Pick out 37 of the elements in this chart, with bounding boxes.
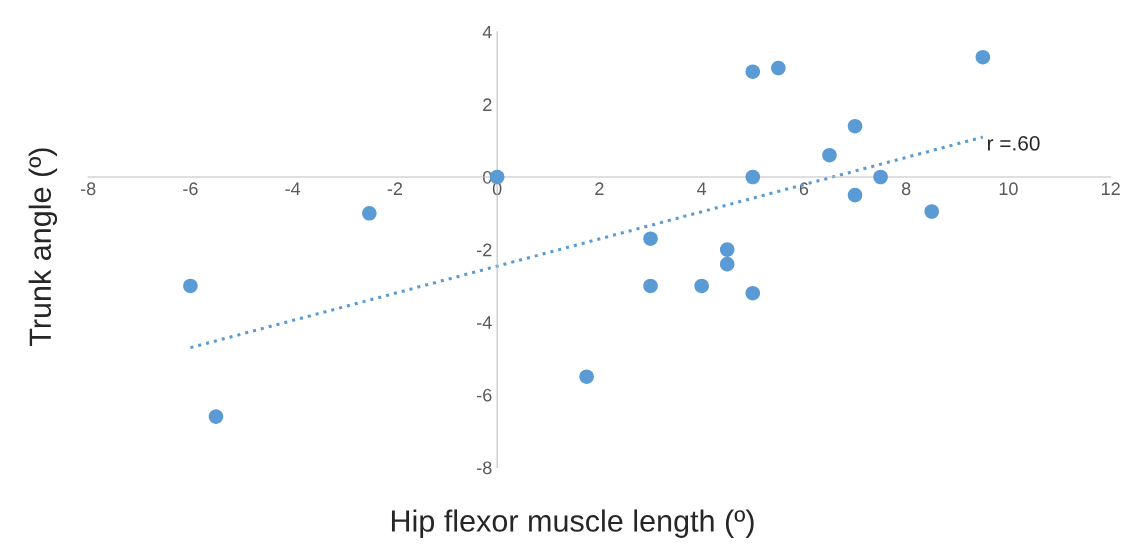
y-tick-label: 2 [483,98,492,111]
point [183,278,198,294]
x-tick-label: 2 [595,182,604,195]
x-tick-label: -6 [183,182,198,196]
point [719,242,735,257]
x-axis-title: Hip flexor muscle length (º) [391,509,754,538]
point [847,118,863,134]
y-tick-label: 4 [482,25,492,39]
point [822,147,837,163]
point [208,409,224,424]
point [847,187,863,203]
y-tick-label: -8 [477,461,492,475]
point [745,64,761,79]
point [745,169,761,185]
annotation: r =.60 [987,135,1040,151]
point [771,60,786,76]
x-tick-label: -4 [285,182,301,195]
y-tick-label: -4 [477,316,492,329]
point [694,278,709,294]
y-axis-title: Trunk angle (º) [28,148,58,347]
point [745,285,761,301]
point [719,256,735,272]
point [643,231,658,247]
x-tick-label: 12 [1101,182,1120,195]
point [579,369,594,384]
point [362,206,377,221]
x-tick-label: 8 [901,182,911,196]
x-tick-label: -2 [387,182,403,195]
y-tick-label: -6 [477,388,492,402]
x-tick-label: 10 [999,182,1018,196]
point [924,204,939,219]
point [975,49,991,65]
point [643,278,658,294]
y-tick-label: -2 [477,243,492,257]
x-tick-label: -8 [80,182,96,196]
x-tick-label: 4 [697,182,707,195]
point [873,169,888,185]
